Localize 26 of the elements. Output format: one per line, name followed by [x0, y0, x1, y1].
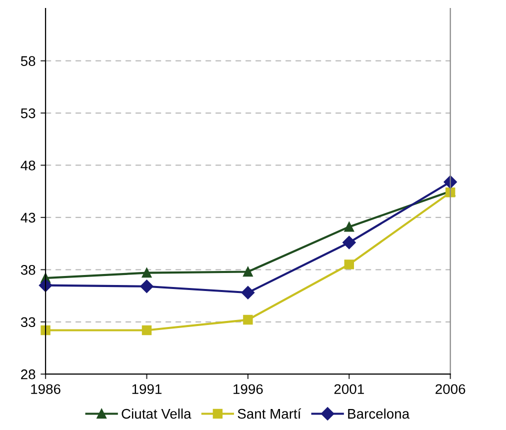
legend-label: Barcelona — [348, 408, 410, 419]
point — [140, 280, 154, 293]
point — [142, 268, 152, 278]
y-tick-label: 28 — [21, 369, 36, 380]
point — [40, 325, 50, 336]
legend-label: Ciutat Vella — [122, 408, 192, 419]
x-tick-label: 2006 — [436, 384, 466, 394]
legend-label: Sant Martí — [238, 408, 302, 419]
point — [344, 222, 354, 232]
y-tick-label: 43 — [20, 212, 36, 223]
point — [142, 325, 152, 336]
point — [243, 266, 253, 277]
y-tick-label: 58 — [20, 56, 36, 66]
y-tick-label: 53 — [20, 108, 36, 118]
point — [344, 260, 354, 270]
x-tick-label: 2001 — [334, 384, 364, 394]
x-tick-label: 1996 — [234, 384, 263, 394]
point — [241, 286, 255, 300]
point — [243, 314, 253, 325]
y-tick-label: 38 — [20, 265, 36, 275]
y-tick-label: 33 — [20, 317, 36, 328]
point — [38, 278, 52, 292]
x-tick-label: 1991 — [132, 384, 162, 394]
y-tick-label: 48 — [20, 160, 36, 170]
point — [342, 236, 356, 250]
x-tick-label: 1986 — [31, 384, 60, 394]
